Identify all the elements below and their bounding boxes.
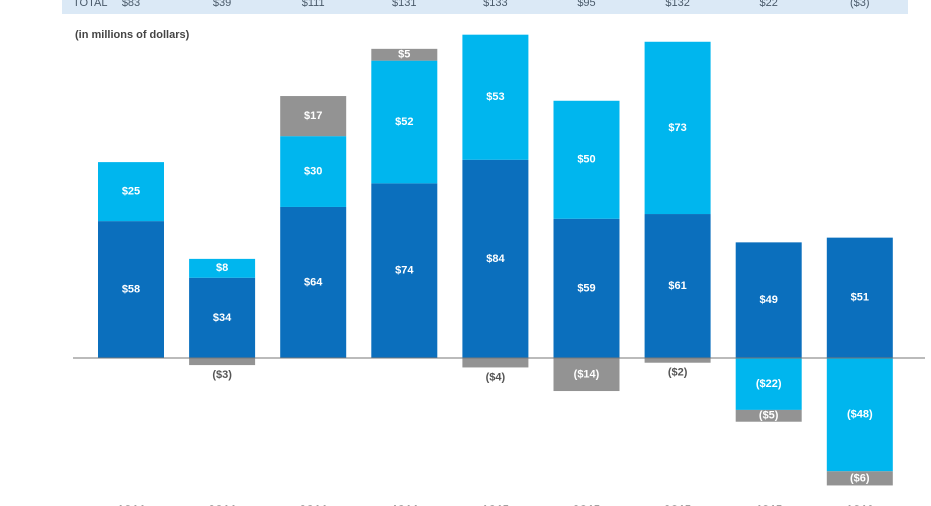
data-label: $34 (213, 312, 232, 324)
data-label: ($48) (847, 409, 873, 421)
data-label: ($14) (574, 368, 600, 380)
bar-segment (826, 471, 893, 486)
total-value: $131 (392, 0, 416, 9)
total-value: $133 (483, 0, 507, 9)
bar-segment (98, 162, 164, 222)
totals-label: TOTAL (73, 0, 107, 9)
data-label: $73 (668, 122, 686, 134)
data-label: ($3) (212, 369, 232, 381)
bar-segment (189, 358, 256, 366)
x-tick-label: 1Q14 (118, 504, 146, 506)
total-value: $95 (577, 0, 595, 9)
bar-segment (553, 358, 620, 392)
data-label: ($5) (759, 410, 779, 422)
bar-segment (735, 358, 802, 410)
x-tick-label: 2Q14 (209, 504, 237, 506)
data-label: $25 (122, 186, 140, 198)
data-label: $64 (304, 276, 323, 288)
bar-segment (462, 159, 529, 358)
x-tick-label: 3Q14 (300, 504, 328, 506)
bar-segment (553, 100, 620, 219)
data-label: $50 (577, 154, 595, 166)
data-label: $17 (304, 110, 322, 122)
total-value: $39 (213, 0, 231, 9)
data-label: $74 (395, 265, 414, 277)
bar-segment (462, 358, 529, 368)
x-tick-label: 1Q15 (482, 504, 509, 506)
bar-segment (280, 136, 347, 207)
data-label: $5 (398, 49, 410, 61)
data-label: $49 (760, 294, 778, 306)
bar-segment (98, 221, 164, 358)
bar-segment (189, 277, 256, 358)
total-value: ($3) (850, 0, 870, 9)
bar-segment (462, 34, 529, 160)
data-label: $8 (216, 262, 228, 274)
x-tick-label: 2Q15 (573, 504, 600, 506)
data-label: $59 (577, 282, 595, 294)
bar-segment (644, 358, 711, 363)
data-label: $84 (486, 253, 505, 265)
bar-segment (735, 409, 802, 422)
data-label: ($4) (486, 371, 506, 383)
data-label: $61 (668, 280, 686, 292)
data-label: ($2) (668, 367, 688, 379)
chart-title: (in millions of dollars) (75, 29, 190, 41)
data-label: $58 (122, 283, 140, 295)
data-label: $51 (851, 292, 869, 304)
total-value: $132 (665, 0, 689, 9)
x-tick-label: 4Q14 (391, 504, 419, 506)
bar-segment (553, 218, 620, 358)
x-tick-label: 3Q15 (664, 504, 691, 506)
bar-segment (189, 258, 256, 278)
x-tick-label: 4Q15 (755, 504, 782, 506)
bar-segment (371, 60, 438, 184)
data-label: ($22) (756, 378, 782, 390)
bar-segment (644, 214, 711, 358)
bar-segment (735, 242, 802, 358)
totals-band (62, 0, 908, 14)
data-label: ($6) (850, 472, 870, 484)
total-value: $111 (302, 0, 325, 9)
bar-segment (826, 237, 893, 358)
bar-segment (826, 358, 893, 472)
bar-segment (371, 183, 438, 358)
data-label: $52 (395, 116, 413, 128)
data-label: $30 (304, 165, 322, 177)
x-tick-label: 1Q16 (846, 504, 873, 506)
total-value: $83 (122, 0, 140, 9)
bar-segment (644, 41, 711, 215)
bar-segment (371, 48, 438, 61)
bar-segment (280, 96, 347, 137)
total-value: $22 (760, 0, 778, 9)
bar-segment (280, 206, 347, 358)
data-label: $53 (486, 91, 504, 103)
